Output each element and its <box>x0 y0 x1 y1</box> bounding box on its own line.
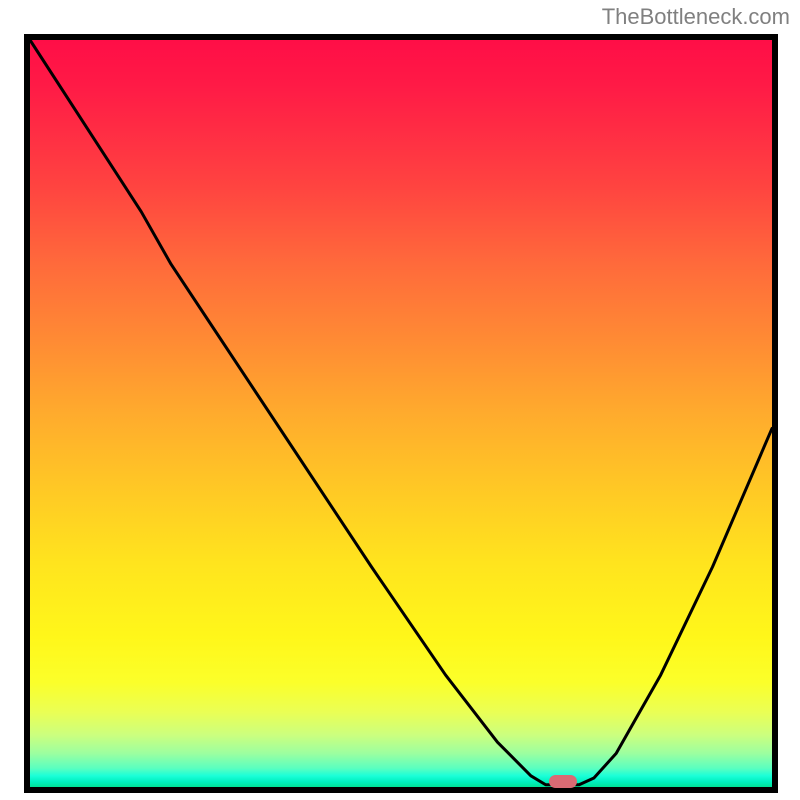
chart-plot-area <box>24 34 778 793</box>
optimal-point-marker <box>549 775 577 788</box>
watermark-text: TheBottleneck.com <box>602 4 790 30</box>
root: TheBottleneck.com <box>0 0 800 800</box>
